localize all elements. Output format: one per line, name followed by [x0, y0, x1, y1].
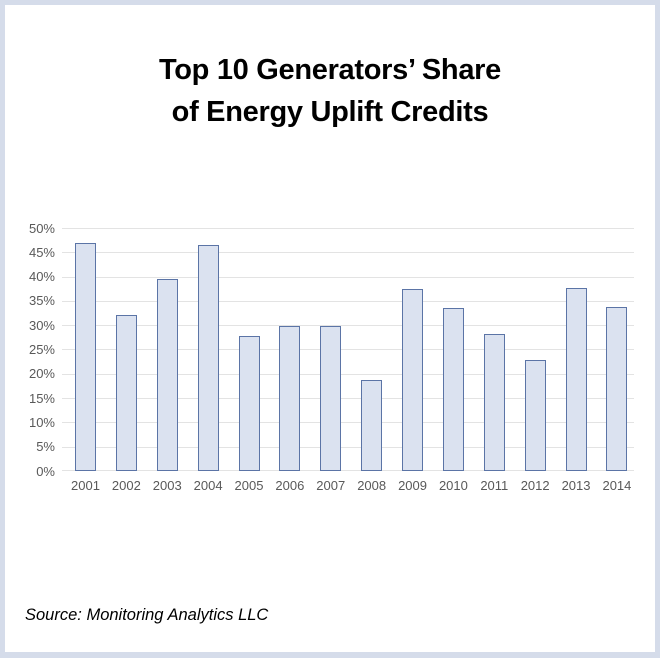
y-tick-label-45: 45% [28, 244, 55, 260]
y-tick-label-20: 20% [28, 366, 55, 382]
y-tick-label-5: 5% [36, 439, 55, 455]
y-tick-label-35: 35% [28, 293, 55, 309]
bar-2001 [75, 242, 96, 471]
bar-2014 [606, 307, 628, 471]
gridline-20 [62, 374, 634, 375]
gridline-40 [62, 277, 634, 278]
x-tick-label-2012: 2012 [520, 478, 550, 493]
gridline-45 [62, 252, 634, 253]
bar-2006 [279, 326, 301, 471]
x-tick-label-2001: 2001 [71, 478, 100, 493]
bar-2009 [402, 288, 424, 471]
x-tick-label-2005: 2005 [234, 478, 264, 493]
gridline-25 [62, 349, 634, 350]
y-tick-label-10: 10% [28, 414, 55, 430]
bar-2005 [238, 336, 260, 471]
gridline-30 [62, 325, 634, 326]
y-tick-label-0: 0% [36, 463, 55, 479]
gridline-0 [62, 470, 634, 471]
x-tick-label-2009: 2009 [398, 478, 427, 493]
bar-2003 [156, 279, 178, 471]
chart-title-line2: of Energy Uplift Credits [171, 96, 489, 128]
y-tick-label-50: 50% [28, 220, 55, 236]
x-tick-label-2003: 2003 [152, 478, 182, 493]
x-tick-label-2006: 2006 [275, 478, 305, 493]
y-tick-label-40: 40% [28, 269, 55, 285]
x-tick-label-2008: 2008 [357, 478, 387, 493]
gridline-50 [62, 228, 634, 229]
x-tick-label-2011: 2011 [480, 478, 509, 493]
chart-title-line1: Top 10 Generators’ Share [158, 54, 501, 86]
chart-title: Top 10 Generators’ Share of Energy Uplif… [5, 49, 655, 133]
y-tick-label-15: 15% [28, 390, 55, 406]
gridline-10 [62, 422, 634, 423]
gridline-5 [62, 447, 634, 448]
x-tick-label-2002: 2002 [111, 478, 141, 493]
bar-2013 [565, 287, 587, 471]
bar-2004 [197, 244, 219, 471]
bar-2011 [483, 333, 505, 471]
gridline-35 [62, 301, 634, 302]
x-tick-label-2014: 2014 [602, 478, 632, 493]
x-tick-label-2013: 2013 [561, 478, 591, 493]
x-tick-label-2004: 2004 [193, 478, 223, 493]
x-tick-label-2010: 2010 [438, 478, 468, 493]
y-tick-label-30: 30% [28, 317, 55, 333]
x-tick-label-2007: 2007 [316, 478, 346, 493]
bar-2002 [115, 314, 137, 471]
bar-2010 [442, 308, 464, 471]
plot-area [62, 228, 634, 471]
bar-2007 [320, 326, 342, 471]
source-note: Source: Monitoring Analytics LLC [25, 606, 269, 624]
gridline-15 [62, 398, 634, 399]
bar-2008 [361, 380, 383, 471]
y-tick-label-25: 25% [28, 342, 55, 357]
bar-2012 [524, 360, 546, 471]
